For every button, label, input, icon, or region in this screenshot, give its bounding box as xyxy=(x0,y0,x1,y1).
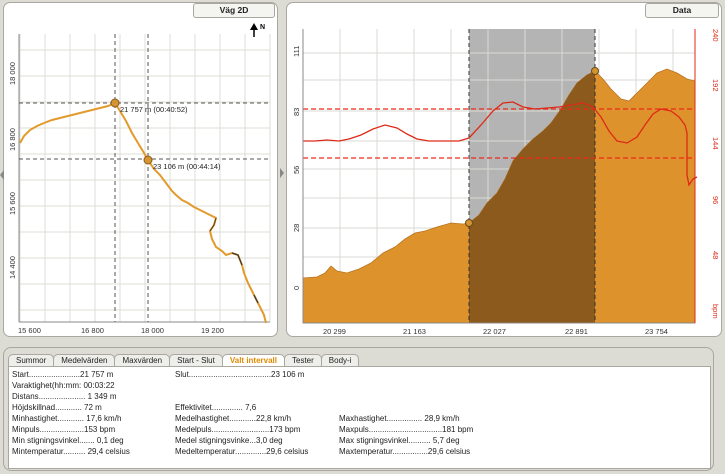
statistics-tabs: Summor Medelvärden Maxvärden Start - Slu… xyxy=(8,354,360,366)
y-tick: 18 000 xyxy=(8,62,17,85)
stat-minpuls: Minpuls....................153 bpm xyxy=(12,425,116,434)
tab-start-slut[interactable]: Start - Slut xyxy=(169,354,223,366)
stat-minhastighet: Minhastighet............ 17,6 km/h xyxy=(12,414,122,423)
y-tick: 15 600 xyxy=(8,192,17,215)
stat-maxpuls: Maxpuls.................................… xyxy=(339,425,474,434)
stat-start: Start.......................21 757 m xyxy=(12,370,114,379)
tab-summor[interactable]: Summor xyxy=(8,354,55,366)
tab-tester[interactable]: Tester xyxy=(284,354,322,366)
end-marker xyxy=(143,155,153,165)
stat-min-stigning: Min stigningsvinkel....... 0,1 deg xyxy=(12,436,124,445)
marker-label-end: 23 106 m (00:44:14) xyxy=(153,162,221,171)
tab-maxvarden[interactable]: Maxvärden xyxy=(114,354,171,366)
elevation-tick: 83 xyxy=(292,108,301,116)
distance-tick: 23 754 xyxy=(645,327,668,336)
route-2d-panel: Väg 2D 21 7 xyxy=(3,2,278,337)
stat-medelpuls: Medelpuls..........................173 b… xyxy=(175,425,301,434)
x-tick: 16 800 xyxy=(81,326,104,335)
stat-slut: Slut....................................… xyxy=(175,370,305,379)
statistics-panel: Summor Medelvärden Maxvärden Start - Slu… xyxy=(3,347,714,471)
elevation-tick: 0 xyxy=(292,286,301,290)
elevation-tick: 28 xyxy=(292,224,301,232)
interval-end-marker xyxy=(591,67,599,75)
hr-tick: 192 xyxy=(711,79,720,92)
hr-tick: 96 xyxy=(711,196,720,204)
stat-maxhastighet: Maxhastighet................ 28,9 km/h xyxy=(339,414,460,423)
tab-valt-intervall[interactable]: Valt intervall xyxy=(221,354,285,366)
data-panel: Data xyxy=(286,2,722,337)
tab-body-i[interactable]: Body-i xyxy=(320,354,360,366)
elevation-tick: 111 xyxy=(292,46,301,57)
hr-tick: 240 xyxy=(711,29,720,42)
x-tick: 18 000 xyxy=(141,326,164,335)
stat-maxtemperatur: Maxtemperatur................29,6 celsiu… xyxy=(339,447,471,456)
stat-varaktighet: Varaktighet(hh:mm: 00:03:22 xyxy=(12,381,115,390)
marker-label-start: 21 757 m (00:40:52) xyxy=(120,105,188,114)
tab-data[interactable]: Data xyxy=(645,3,719,18)
stat-effektivitet: Effektivitet.............. 7,6 xyxy=(175,403,257,412)
tab-medelvarden[interactable]: Medelvärden xyxy=(53,354,116,366)
y-tick: 14 400 xyxy=(8,256,17,279)
route-path xyxy=(19,101,267,324)
distance-tick: 20 299 xyxy=(323,327,346,336)
route-map[interactable]: 21 757 m (00:40:52) 23 106 m (00:44:14) … xyxy=(4,3,279,338)
interval-start-marker xyxy=(465,219,473,227)
stat-hojdskillnad: Höjdskillnad............ 72 m xyxy=(12,403,102,412)
stat-medel-stigning: Medel stigningsvinke...3,0 deg xyxy=(175,436,283,445)
stat-medelhastighet: Medelhastighet............22,8 km/h xyxy=(175,414,292,423)
distance-tick: 21 163 xyxy=(403,327,426,336)
hr-tick: 48 xyxy=(711,251,720,259)
stat-max-stigning: Max stigningsvinkel.......... 5,7 deg xyxy=(339,436,460,445)
valt-intervall-content: Start.......................21 757 m Var… xyxy=(8,366,711,469)
data-chart[interactable]: 111 83 56 28 0 240 192 144 96 48 bpm 20 … xyxy=(287,3,723,338)
heart-rate-line xyxy=(303,101,698,187)
north-arrow-icon xyxy=(250,23,258,37)
tab-route-2d[interactable]: Väg 2D xyxy=(193,3,275,18)
elevation-tick: 56 xyxy=(292,166,301,174)
x-tick: 19 200 xyxy=(201,326,224,335)
x-tick: 15 600 xyxy=(18,326,41,335)
start-marker xyxy=(110,98,120,108)
distance-tick: 22 891 xyxy=(565,327,588,336)
north-label: N xyxy=(260,24,265,31)
hr-unit-label: bpm xyxy=(711,304,720,319)
distance-tick: 22 027 xyxy=(483,327,506,336)
y-tick: 16 800 xyxy=(8,128,17,151)
expand-right-arrow-icon[interactable] xyxy=(280,168,284,178)
hr-tick: 144 xyxy=(711,137,720,150)
stat-mintemperatur: Mintemperatur.......... 29,4 celsius xyxy=(12,447,130,456)
stat-distans: Distans..................... 1 349 m xyxy=(12,392,117,401)
stat-medeltemperatur: Medeltemperatur..............29,6 celsiu… xyxy=(175,447,309,456)
collapse-left-arrow-icon[interactable] xyxy=(0,170,4,180)
